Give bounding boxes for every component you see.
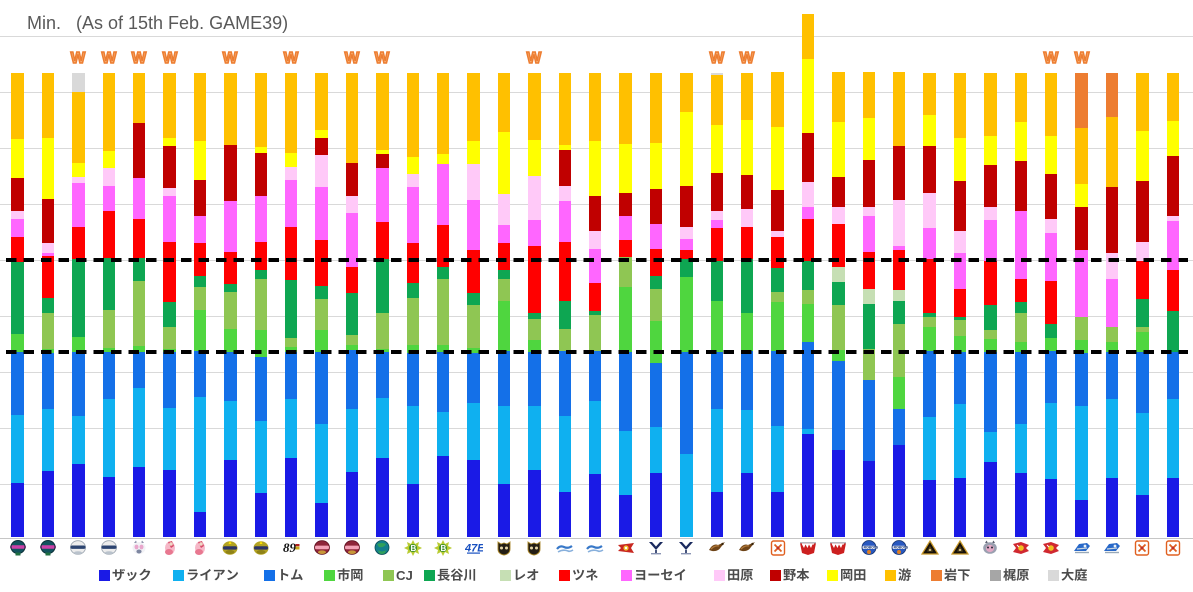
svg-text:ROBOTS: ROBOTS	[864, 546, 878, 550]
svg-text:89: 89	[283, 540, 297, 555]
svg-text:ROBOTS: ROBOTS	[894, 546, 908, 550]
svg-text:B: B	[441, 544, 447, 553]
svg-text:B: B	[411, 544, 417, 553]
svg-text:47E: 47E	[465, 543, 483, 555]
